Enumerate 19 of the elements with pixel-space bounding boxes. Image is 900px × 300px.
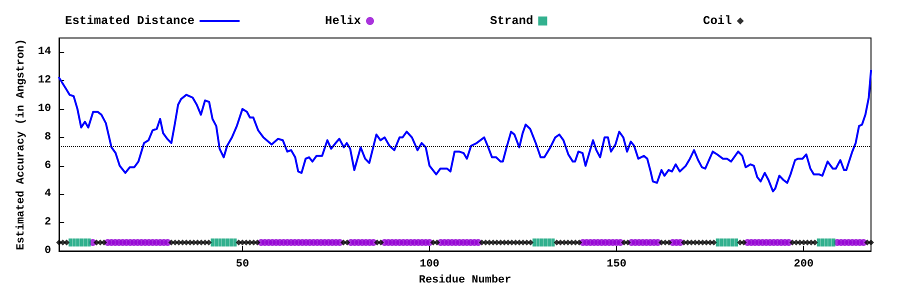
legend-label: Strand xyxy=(490,14,534,28)
y-tick-label: 12 xyxy=(38,74,52,87)
x-tick-label: 150 xyxy=(606,258,626,270)
line-series xyxy=(58,70,872,192)
y-tick-label: 4 xyxy=(44,188,52,200)
y-tick-label: 8 xyxy=(44,131,52,144)
legend-label: Helix xyxy=(324,14,362,28)
legend-label: Estimated Distance xyxy=(64,14,195,28)
x-axis-title: Residue Number xyxy=(418,274,512,286)
y-tick-label: 6 xyxy=(44,160,52,172)
y-tick-label: 14 xyxy=(38,46,52,58)
x-tick-label: 100 xyxy=(420,258,440,270)
y-axis-title: Estimated Accuracy (in Angstron) xyxy=(16,38,28,250)
x-tick-label: 50 xyxy=(236,258,250,270)
y-tick-label: 10 xyxy=(38,103,52,115)
y-tick-label: 0 xyxy=(44,245,52,257)
y-tick-label: 2 xyxy=(44,216,52,229)
legend-label: Coil xyxy=(702,14,732,28)
x-tick-label: 200 xyxy=(794,258,814,270)
